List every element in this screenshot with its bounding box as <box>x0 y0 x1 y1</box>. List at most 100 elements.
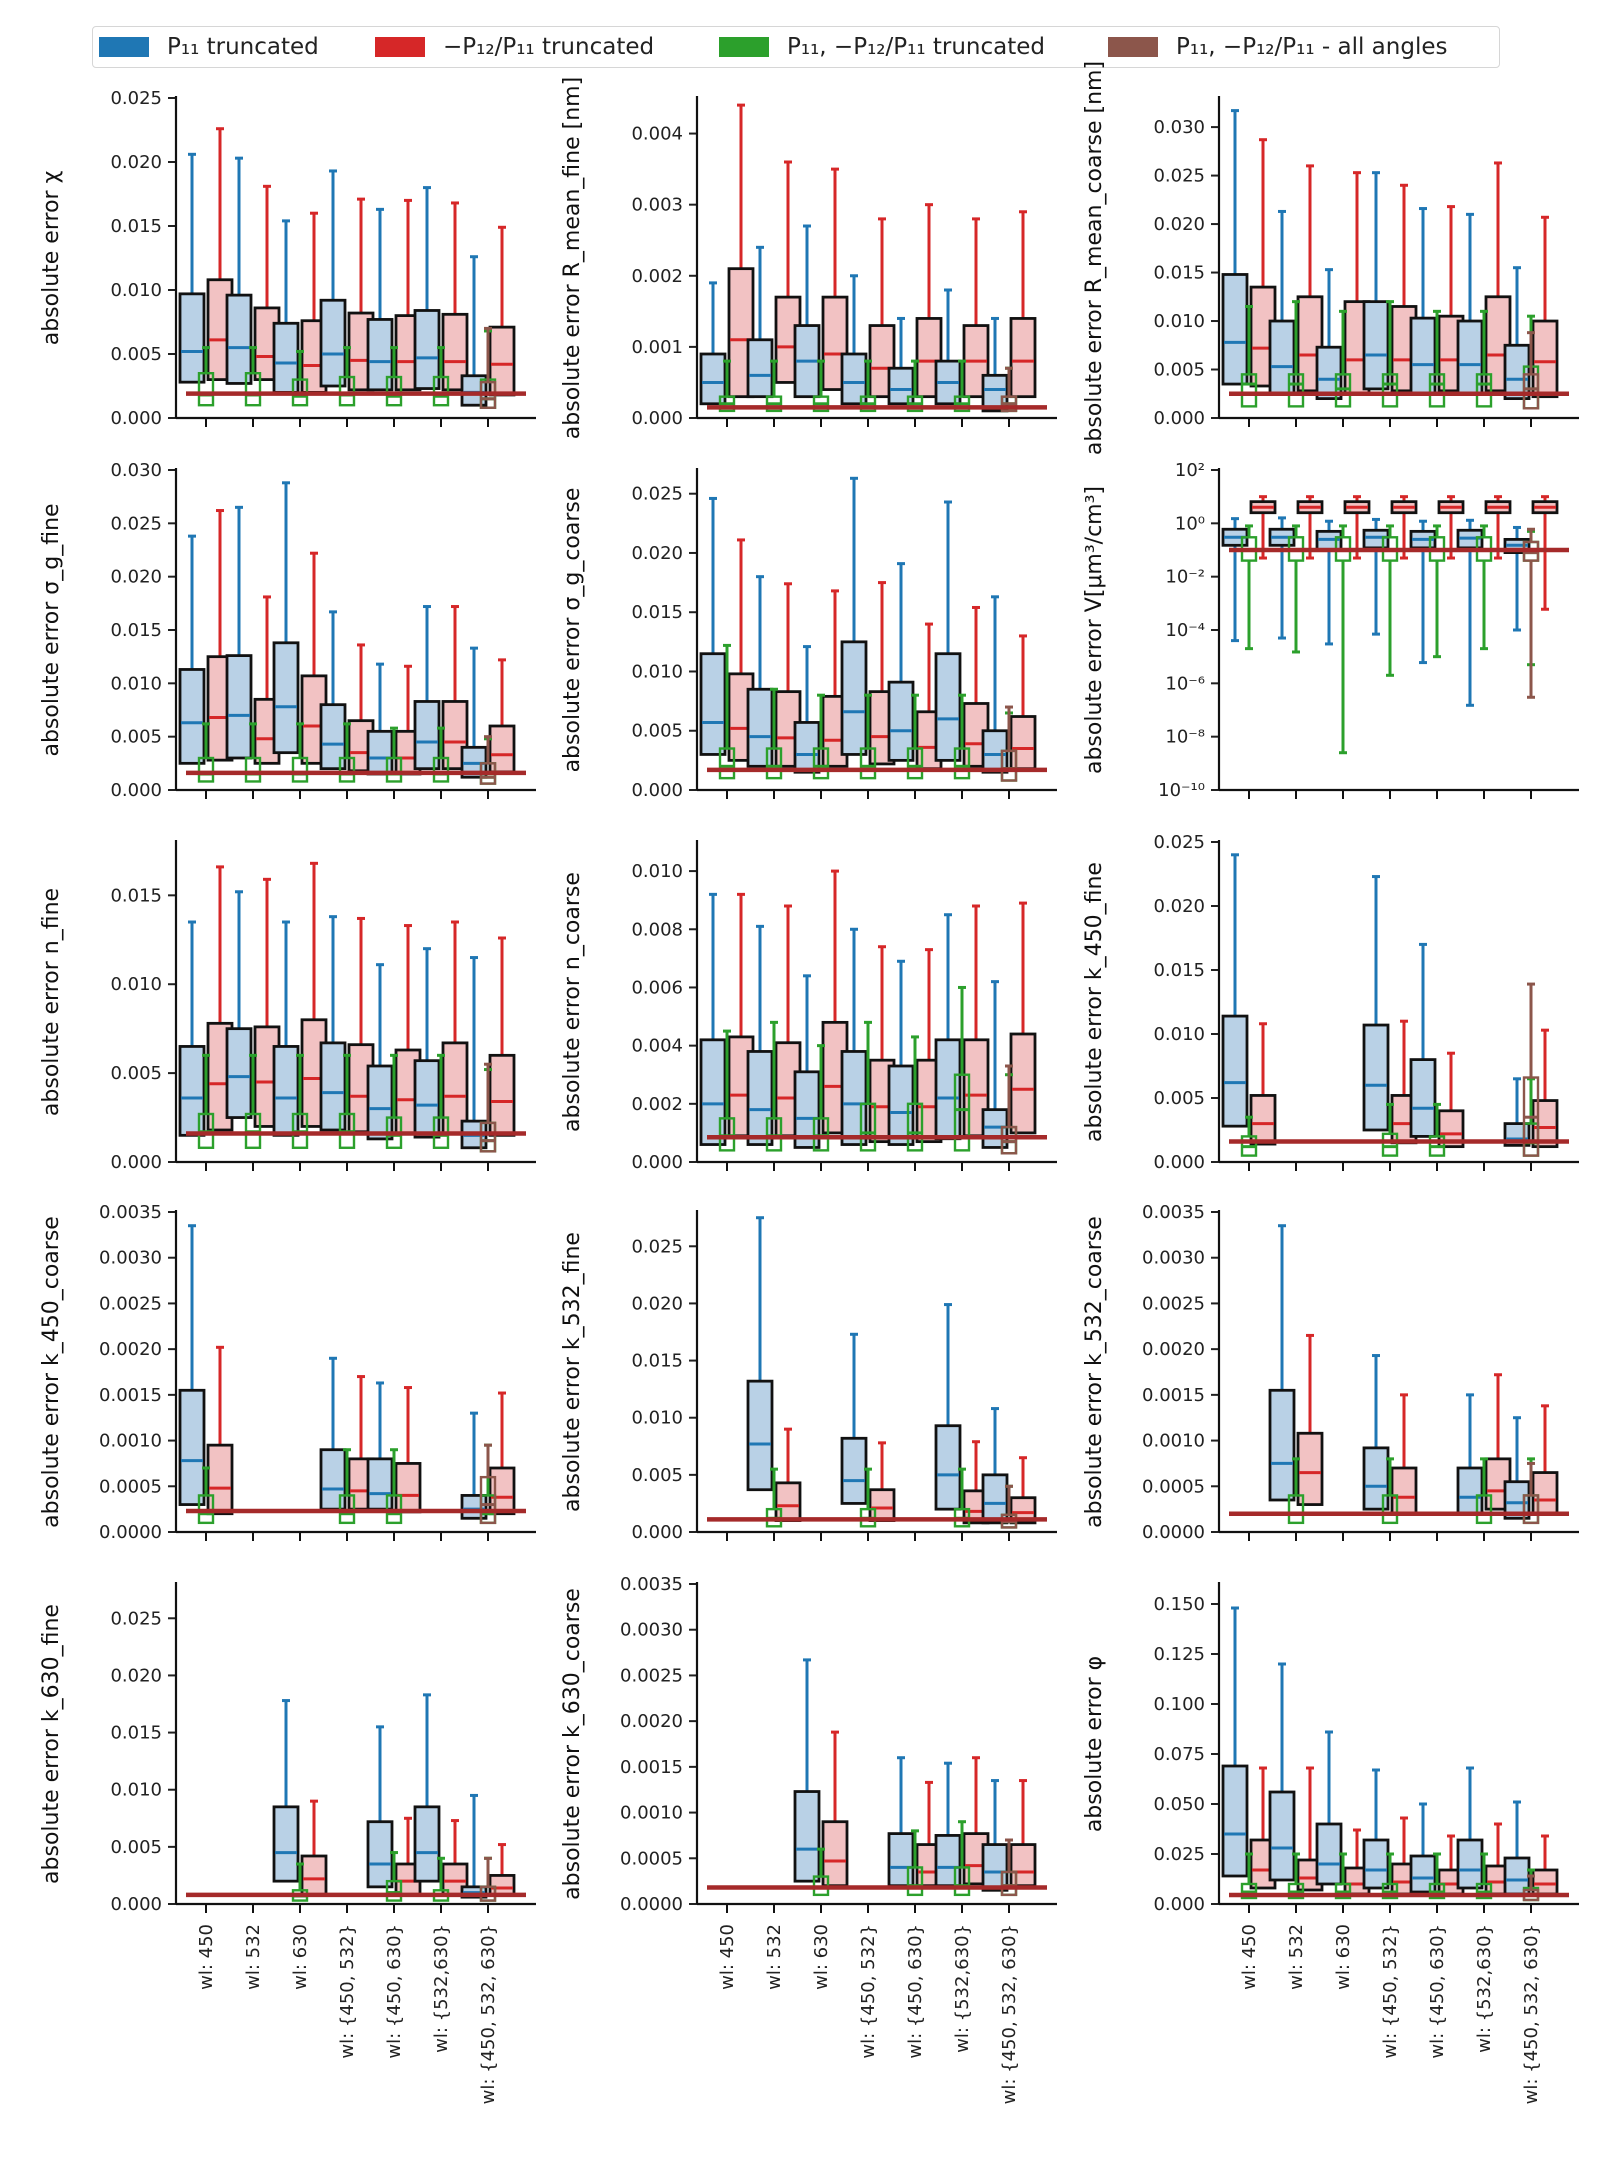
box-g <box>432 375 450 407</box>
chart-8: 0.000 0.002 0.004 0.006 0.008 0.010 absolute e… <box>560 840 1057 1173</box>
box-b <box>1503 343 1531 401</box>
y-tick-label: 0.0015 <box>620 1757 683 1778</box>
y-tick-label: 0.0025 <box>620 1665 683 1686</box>
y-axis-label: absolute error k_630_coarse <box>560 1588 585 1900</box>
y-tick-label: 0.025 <box>1153 166 1205 187</box>
y-tick-label: 0.015 <box>631 1351 683 1372</box>
chart-2: 0.000 0.001 0.002 0.003 0.004 absolute error … <box>560 77 1057 439</box>
box-g <box>1287 373 1305 408</box>
box-b <box>413 309 441 390</box>
box-b <box>319 1448 347 1511</box>
x-tick-label: wl: {450, 532, 630} <box>1521 1924 1542 2104</box>
x-tick-label: wl: {450, 532, 630} <box>478 1924 499 2104</box>
box-g <box>1428 1135 1446 1157</box>
y-tick-label: 0.010 <box>631 661 683 682</box>
box-b <box>746 1379 774 1492</box>
box-b <box>178 1388 206 1506</box>
y-tick-label: 0.020 <box>1153 896 1205 917</box>
y-tick-label: 0.005 <box>110 1063 162 1084</box>
y-tick-label: 0.025 <box>1153 832 1205 853</box>
y-tick-label: 0.015 <box>110 620 162 641</box>
y-axis-label: absolute error R_mean_coarse [nm] <box>1082 61 1107 455</box>
box-r <box>821 1820 849 1888</box>
box-g <box>1240 1135 1258 1157</box>
box-b <box>1268 1790 1296 1882</box>
chart-7: 0.000 0.005 0.010 0.015 absolute error n_fin… <box>39 840 536 1173</box>
y-tick-label: 0.020 <box>1153 214 1205 235</box>
y-tick-label: 0.004 <box>631 1036 683 1057</box>
box-r <box>488 724 516 774</box>
x-tick-label: wl: {532,630} <box>431 1924 452 2053</box>
y-tick-label: 0.005 <box>631 1465 683 1486</box>
y-tick-label: 0.0030 <box>620 1620 683 1641</box>
y-tick-label: 0.010 <box>110 280 162 301</box>
y-axis-label: absolute error k_450_fine <box>1082 862 1107 1142</box>
y-tick-label: 0.125 <box>1153 1644 1205 1665</box>
y-tick-label: 0.0020 <box>1142 1339 1205 1360</box>
box-g <box>859 747 877 780</box>
box-g <box>244 1112 262 1149</box>
box-b <box>887 1832 915 1888</box>
y-tick-label: 0.0005 <box>1142 1476 1205 1497</box>
box-b <box>225 1027 253 1119</box>
y-tick-label: 0.0010 <box>620 1803 683 1824</box>
box-b <box>272 321 300 394</box>
box-r <box>300 1854 328 1897</box>
y-tick-label: 0.004 <box>631 124 683 145</box>
x-tick-label: wl: {450, 532} <box>1380 1924 1401 2059</box>
legend: P₁₁ truncated −P₁₂/P₁₁ truncated P₁₁, −P… <box>92 26 1500 68</box>
box-br <box>479 1475 497 1525</box>
chart-14: 0.0000 0.0005 0.0010 0.0015 0.0020 0.0025 0.00… <box>560 1574 1057 2104</box>
box-br <box>479 1121 497 1153</box>
chart-5: 0.000 0.005 0.010 0.015 0.020 0.025 absolute e… <box>560 468 1057 801</box>
y-tick-label: 0.000 <box>1153 1152 1205 1173</box>
y-tick-label: 10⁻⁶ <box>1165 673 1205 694</box>
box-g <box>906 747 924 780</box>
y-axis-label: absolute error R_mean_fine [nm] <box>560 77 585 439</box>
box-g <box>765 395 783 413</box>
box-g <box>1334 1882 1352 1900</box>
box-g <box>906 1866 924 1897</box>
y-tick-label: 10⁻² <box>1165 567 1205 588</box>
y-tick-label: 0.100 <box>1153 1694 1205 1715</box>
box-g <box>1381 1494 1399 1525</box>
box-b <box>366 729 394 776</box>
y-tick-label: 0.0030 <box>99 1248 162 1269</box>
y-tick-label: 0.010 <box>110 1780 162 1801</box>
legend-item-all-angles: P₁₁, −P₁₂/P₁₁ - all angles <box>1108 33 1447 61</box>
legend-swatch-green <box>719 37 769 57</box>
box-g <box>765 747 783 780</box>
y-tick-label: 0.002 <box>631 1094 683 1115</box>
y-tick-label: 0.050 <box>1153 1794 1205 1815</box>
box-b <box>699 352 727 406</box>
y-tick-label: 0.0030 <box>1142 1248 1205 1269</box>
y-tick-label: 0.000 <box>631 1152 683 1173</box>
y-tick-label: 0.010 <box>631 861 683 882</box>
y-tick-label: 0.000 <box>631 408 683 429</box>
box-b <box>272 1805 300 1883</box>
y-tick-label: 0.0020 <box>620 1711 683 1732</box>
box-b <box>1409 1854 1437 1894</box>
box-r <box>868 1488 896 1522</box>
box-g <box>718 395 736 413</box>
y-tick-label: 10⁻¹⁰ <box>1158 780 1205 801</box>
chart-11: 0.000 0.005 0.010 0.015 0.020 0.025 absolute e… <box>560 1210 1057 1543</box>
y-tick-label: 0.000 <box>110 780 162 801</box>
box-g <box>859 1102 877 1152</box>
y-axis-label: absolute error φ <box>1082 1656 1107 1832</box>
x-tick-label: wl: {532,630} <box>952 1924 973 2053</box>
legend-swatch-blue <box>99 37 149 57</box>
y-axis-label: absolute error χ <box>39 170 64 345</box>
box-r <box>1531 1471 1559 1516</box>
y-tick-label: 0.030 <box>1153 117 1205 138</box>
x-tick-label: wl: {450, 532} <box>858 1924 879 2059</box>
legend-label-both: P₁₁, −P₁₂/P₁₁ truncated <box>787 34 1046 60</box>
y-tick-label: 0.005 <box>1153 360 1205 381</box>
box-r <box>1009 1032 1037 1135</box>
box-g <box>385 756 403 783</box>
y-tick-label: 0.030 <box>110 460 162 481</box>
box-r <box>1531 319 1559 399</box>
box-b <box>699 652 727 756</box>
y-axis-label: absolute error k_630_fine <box>39 1604 64 1884</box>
